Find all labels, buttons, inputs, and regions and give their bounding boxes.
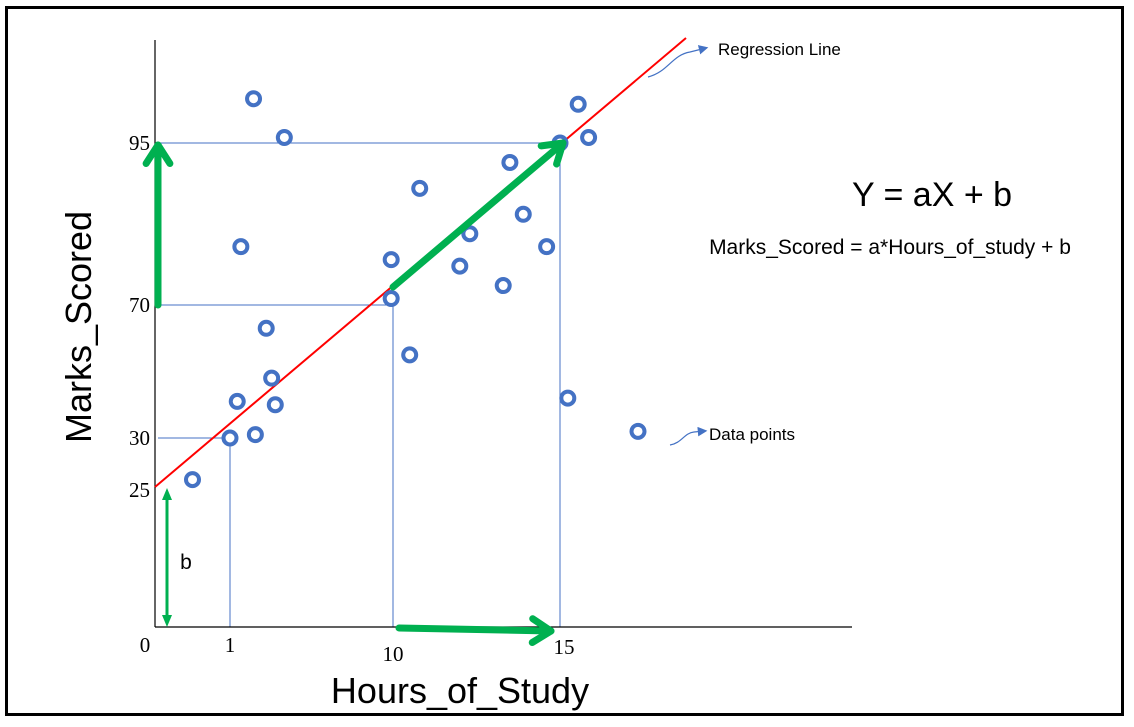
data-point	[246, 426, 264, 444]
data-point	[514, 205, 532, 223]
data-point	[382, 290, 400, 308]
regression-callout-arrow	[647, 45, 709, 78]
data-point	[263, 369, 281, 387]
data-point	[245, 90, 263, 108]
intercept-arrow-head-top	[162, 488, 172, 500]
data-point	[382, 251, 400, 269]
data-points-label: Data points	[709, 425, 795, 444]
regression-line-label: Regression Line	[718, 40, 841, 59]
y-tick-label: 95	[129, 131, 150, 155]
y-tick-label: 25	[129, 478, 150, 502]
data-point	[401, 346, 419, 364]
data-points-callout-arrow	[669, 426, 708, 446]
data-point	[266, 396, 284, 414]
intercept-label: b	[180, 551, 192, 574]
x-run-arrow-head	[528, 615, 555, 647]
tick-labels: 0 1 10 15 25 30 70 95	[129, 131, 575, 666]
data-point	[232, 238, 250, 256]
data-point	[451, 257, 469, 275]
slope-arrow-shaft	[389, 139, 567, 291]
equation-main: Y = aX + b	[852, 176, 1012, 214]
data-point	[569, 95, 587, 113]
x-axis-title: Hours_of_Study	[331, 670, 589, 711]
data-point	[228, 392, 246, 410]
x-tick-label: 10	[383, 642, 404, 666]
data-point	[559, 389, 577, 407]
slope-arrow	[389, 139, 567, 291]
data-point	[580, 128, 598, 146]
y-rise-arrow-head	[142, 141, 174, 168]
x-tick-label: 1	[225, 633, 236, 657]
slope-arrow-head	[537, 139, 567, 168]
x-run-arrow	[395, 615, 555, 647]
data-point	[461, 225, 479, 243]
diagram-frame	[5, 6, 1124, 716]
x-run-arrow-shaft	[395, 624, 555, 635]
equation-detail: Marks_Scored = a*Hours_of_study + b	[709, 236, 1071, 259]
y-tick-label: 30	[129, 426, 150, 450]
x-tick-label: 15	[554, 635, 575, 659]
data-point	[411, 179, 429, 197]
data-point	[275, 128, 293, 146]
data-point	[629, 422, 647, 440]
y-tick-label: 70	[129, 293, 150, 317]
guide-lines	[158, 142, 561, 627]
intercept-arrow-head-bottom	[162, 615, 172, 627]
data-point	[221, 429, 239, 447]
x-tick-label: 0	[140, 633, 151, 657]
y-axis-title: Marks_Scored	[58, 211, 99, 443]
data-points	[184, 90, 647, 489]
data-point	[494, 277, 512, 295]
data-point	[257, 319, 275, 337]
data-point	[538, 238, 556, 256]
data-point	[184, 471, 201, 489]
data-point	[501, 153, 519, 171]
intercept-double-arrow	[162, 488, 172, 627]
y-rise-arrow	[142, 141, 174, 309]
green-arrows	[142, 139, 567, 647]
